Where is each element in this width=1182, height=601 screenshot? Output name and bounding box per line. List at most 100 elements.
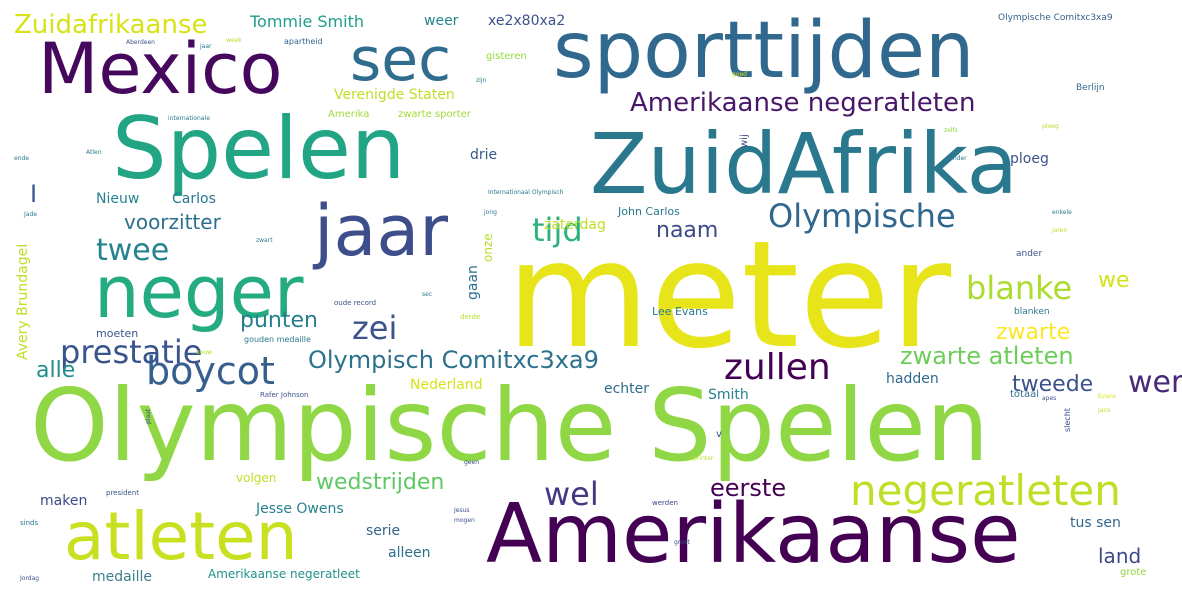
cloud-word: echter [604,381,650,397]
cloud-word: sec [350,25,452,95]
cloud-word: eeuw [196,349,213,356]
cloud-word: maken [40,493,88,509]
cloud-word: jaren [1052,227,1068,234]
cloud-word: neger [94,250,304,334]
cloud-word: president [106,489,139,497]
cloud-word: geen [464,459,479,466]
cloud-word: xe2x80xa2 [488,13,566,29]
cloud-word: serie [366,523,401,539]
cloud-word: zijn [476,77,487,84]
cloud-word: land [1098,544,1142,568]
cloud-word: boycot [146,349,275,393]
cloud-word: atleten [64,498,298,575]
cloud-word: mogen [454,517,475,524]
cloud-word: Aberdeen [126,39,155,46]
cloud-word: Evans [1098,393,1116,400]
cloud-word: onze [481,233,495,262]
cloud-word: hadden [886,371,939,387]
cloud-word: zaterdag [544,217,606,233]
cloud-word: week [226,37,242,44]
cloud-word: Amerika [328,109,370,120]
cloud-word: zwart [256,237,273,244]
cloud-word: Internationaal Olympisch [488,189,564,196]
cloud-word: goed [732,71,747,78]
cloud-word: zwarte [996,320,1071,345]
cloud-word: sprinter [690,455,714,462]
cloud-word: Jesus [454,507,470,514]
cloud-word: gisteren [486,51,527,62]
cloud-word: jaar [314,190,449,272]
cloud-word: punten [240,308,318,333]
cloud-word: Carlos [172,191,216,207]
cloud-word: Mexico [38,28,283,110]
cloud-word: alle [36,358,76,383]
cloud-word: gouden medaille [244,335,311,344]
cloud-word: Verenigde Staten [334,87,455,103]
cloud-word: Olympische Spelen [30,367,990,484]
cloud-word: Nederland [410,377,483,393]
cloud-word: zwarte atleten [900,342,1074,370]
cloud-word: ploeg [1042,123,1059,130]
cloud-word: Jesse Owens [256,501,344,517]
cloud-word: Zuidafrikaanse [14,10,208,40]
cloud-word: grote [1120,567,1147,578]
cloud-word: plaat [145,408,152,424]
cloud-word: wereldrecord [1128,365,1182,400]
cloud-word: internationale [168,115,210,122]
cloud-word: jaar [200,43,212,50]
cloud-word: Tommie Smith [250,12,364,31]
cloud-word: jong [484,209,497,216]
cloud-word: Jaco [1098,407,1111,414]
cloud-word: Smith [708,387,749,403]
cloud-word: oude record [334,299,377,307]
cloud-word: Avery BrundageI [15,243,31,360]
cloud-word: totaal [1010,389,1039,400]
cloud-word: negeratleten [850,466,1121,515]
cloud-word: Olympische [768,197,956,235]
cloud-word: werden [652,499,678,507]
cloud-word: v [716,429,722,440]
cloud-word: sec [422,291,433,298]
cloud-word: Jordag [20,575,40,582]
cloud-word: volgen [236,471,277,485]
cloud-word: alleen [388,545,431,561]
cloud-word: ZuidAfrika [590,115,1018,213]
cloud-word: Berlijn [1076,83,1105,93]
cloud-word: moeten [96,327,139,340]
cloud-word: derde [460,313,481,321]
cloud-word: Amerikaanse negeratleet [208,567,360,581]
cloud-word: sinds [20,519,39,527]
cloud-word: naam [656,218,719,243]
cloud-word: zelfs [944,127,958,134]
cloud-word: ende [14,155,29,162]
cloud-word: wedstrijden [316,470,445,495]
cloud-word: drie [470,147,498,163]
cloud-word: gaan [465,265,481,300]
cloud-word: weer [424,13,459,29]
cloud-word: groot [674,539,690,546]
cloud-word: we [1098,268,1130,293]
cloud-word: Spelen [112,99,406,199]
cloud-word: blanken [1014,307,1050,317]
cloud-word: zender [946,155,967,162]
cloud-word: sporttijden [553,6,975,96]
cloud-word: John Carlos [618,205,680,218]
cloud-word: zei [352,309,398,347]
cloud-word: voorzitter [124,210,221,234]
cloud-word: Atlen [86,149,102,156]
cloud-word: blanke [966,269,1073,307]
cloud-word: tus sen [1070,515,1121,531]
cloud-word: enkele [1052,209,1072,216]
cloud-word: Olympische Comitxc3xa9 [998,13,1113,23]
cloud-word: Lee Evans [652,305,708,318]
cloud-word: zwarte sporter [398,109,471,120]
cloud-word: Rafer Johnson [260,391,309,399]
cloud-word: I [30,180,38,208]
cloud-word: Amerikaanse negeratleten [630,88,976,118]
cloud-word: Amerikaanse [486,487,1021,582]
cloud-word: wel [544,475,599,513]
cloud-word: Jade [24,211,37,218]
cloud-word: slecht [1063,408,1072,432]
cloud-word: apartheid [284,37,323,46]
